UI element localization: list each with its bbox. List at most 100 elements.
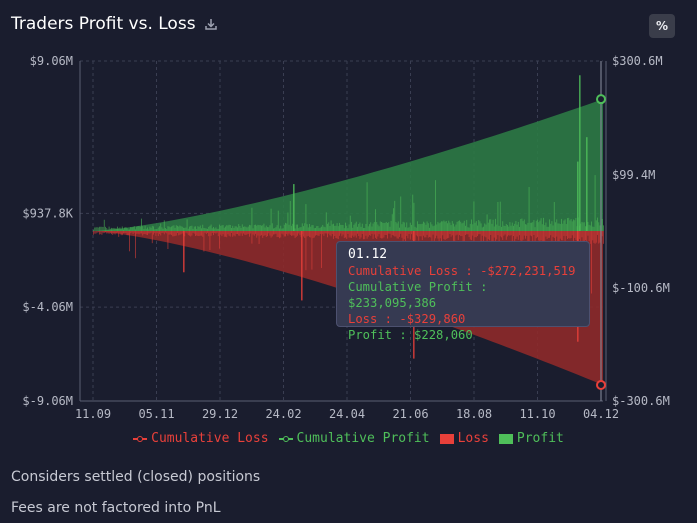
profit-bar (520, 219, 522, 231)
loss-bar (109, 231, 111, 234)
loss-bar (526, 231, 528, 236)
loss-bar (262, 231, 264, 238)
profit-bar (538, 222, 540, 231)
profit-bar (172, 225, 174, 231)
loss-bar (211, 231, 213, 234)
loss-bar (199, 231, 201, 236)
loss-bar (232, 231, 234, 237)
profit-bar (358, 224, 360, 231)
loss-bar (543, 231, 544, 242)
legend-item[interactable]: Cumulative Loss (133, 431, 269, 446)
profit-bar (129, 229, 130, 231)
profit-bar (273, 228, 274, 231)
download-icon[interactable] (204, 17, 218, 31)
loss-bar (389, 231, 391, 234)
loss-bar (423, 231, 424, 236)
loss-bar (556, 231, 558, 237)
profit-bar (191, 225, 193, 231)
loss-bar (327, 231, 328, 238)
legend-item[interactable]: Loss (439, 431, 489, 446)
profit-bar (324, 227, 326, 231)
profit-bar (125, 227, 127, 231)
loss-bar (481, 231, 483, 236)
loss-bar (217, 231, 219, 237)
profit-bar (543, 217, 544, 231)
loss-bar (305, 231, 307, 271)
loss-bar (509, 231, 511, 236)
loss-bar (513, 231, 514, 237)
profit-bar (115, 228, 117, 231)
loss-bar (400, 231, 402, 234)
profit-bar (469, 223, 471, 231)
loss-bar (223, 231, 225, 237)
loss-bar (228, 231, 230, 236)
loss-bar (511, 231, 513, 242)
loss-bar (233, 231, 235, 236)
loss-bar (471, 231, 472, 241)
profit-bar (309, 223, 310, 231)
profit-bar (185, 227, 187, 231)
profit-bar (295, 224, 297, 231)
profit-bar (505, 223, 507, 231)
loss-bar (399, 231, 400, 237)
left-tick-label: $-9.06M (22, 394, 73, 408)
profit-bar (460, 221, 462, 231)
profit-bar (221, 225, 223, 231)
profit-bar (198, 226, 200, 231)
profit-bar (396, 223, 398, 231)
loss-bar (311, 231, 313, 270)
profit-bar (111, 227, 112, 231)
loss-bar (409, 231, 411, 240)
loss-bar (191, 231, 193, 236)
profit-bar (150, 227, 152, 231)
loss-bar (583, 231, 585, 244)
profit-bar (161, 227, 163, 231)
legend-item[interactable]: Cumulative Profit (278, 431, 430, 446)
loss-bar (195, 231, 196, 237)
x-tick-label: 24.02 (265, 407, 301, 421)
loss-bar (370, 231, 372, 236)
loss-bar (598, 231, 600, 244)
profit-bar (511, 222, 513, 231)
profit-bar (133, 226, 135, 231)
percent-toggle-button[interactable]: % (649, 14, 675, 38)
loss-bar (553, 231, 555, 238)
profit-bar (400, 196, 402, 231)
profit-bar (431, 224, 433, 231)
loss-bar (241, 231, 243, 236)
profit-bar (333, 223, 334, 231)
profit-bar (564, 219, 566, 231)
profit-bar (414, 226, 416, 231)
loss-bar (487, 231, 489, 240)
loss-bar (480, 231, 482, 242)
profit-bar (477, 225, 478, 231)
loss-bar (183, 231, 185, 273)
loss-bar (442, 231, 444, 236)
loss-bar (301, 231, 303, 301)
loss-bar (537, 231, 538, 237)
loss-bar (544, 231, 546, 243)
profit-bar (441, 221, 442, 231)
loss-bar (317, 231, 319, 236)
profit-bar (280, 225, 282, 231)
profit-bar (99, 226, 100, 231)
loss-bar (105, 231, 106, 233)
loss-bar (159, 231, 160, 234)
loss-bar (113, 231, 115, 234)
profit-bar (379, 221, 381, 231)
profit-bar (471, 219, 472, 231)
profit-bar (454, 226, 456, 231)
loss-bar (208, 231, 210, 237)
profit-bar (197, 226, 199, 231)
profit-bar (430, 222, 432, 231)
profit-bar (401, 224, 403, 231)
profit-bar (472, 224, 474, 231)
profit-bar (417, 221, 418, 231)
profit-bar (317, 225, 319, 231)
loss-bar (135, 231, 136, 259)
profit-bar (468, 227, 470, 231)
profit-bar (179, 225, 181, 231)
loss-bar (349, 231, 351, 238)
loss-bar (163, 231, 165, 235)
legend-item[interactable]: Profit (498, 431, 564, 446)
